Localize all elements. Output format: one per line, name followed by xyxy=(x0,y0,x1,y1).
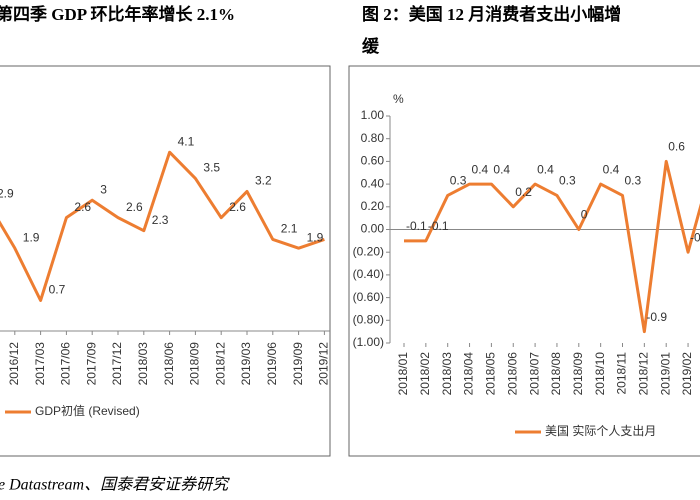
data-label: -0.2 xyxy=(690,230,700,244)
x-tick-label: 2018/03 xyxy=(136,342,150,386)
x-tick-label: 2018/02 xyxy=(418,352,432,396)
data-label: 0 xyxy=(581,208,588,222)
x-tick-label: 2019/01 xyxy=(658,352,672,396)
data-label: 0.2 xyxy=(515,185,532,199)
x-tick-label: 2018/06 xyxy=(505,352,519,396)
x-tick-label: 2017/12 xyxy=(110,342,124,386)
x-tick-label: 2018/09 xyxy=(571,352,585,396)
data-label: 2.6 xyxy=(229,200,246,214)
left-chart: 2016/12 2017/03 2017/06 2017/09 2017/12 2018/… xyxy=(0,134,349,386)
x-tick-label: 2016/12 xyxy=(7,342,21,386)
data-label: 1.9 xyxy=(307,230,324,244)
data-label: 0.4 xyxy=(603,162,620,176)
y-tick-label: 0.20 xyxy=(361,199,385,213)
x-tick-label: 2019/12 xyxy=(317,342,331,386)
data-label: -0.9 xyxy=(646,310,667,324)
x-tick-label: 2018/03 xyxy=(440,352,454,396)
data-label: 3.5 xyxy=(203,161,220,175)
right-title: 缓 xyxy=(362,36,380,56)
x-tick-label: 2018/01 xyxy=(396,352,410,396)
data-label: 2.6 xyxy=(126,200,143,214)
x-tick-label: 2017/09 xyxy=(84,342,98,386)
source: e Datastream、国泰君安证券研究 xyxy=(0,476,230,494)
data-label: 0.3 xyxy=(450,174,467,188)
y-tick-label: 1.00 xyxy=(361,108,385,122)
x-tick-label: 2018/11 xyxy=(615,352,629,395)
x-tick-label: 2018/08 xyxy=(549,352,563,396)
data-label: 2.1 xyxy=(332,222,349,236)
data-label: 0.4 xyxy=(537,162,554,176)
right-frame xyxy=(348,65,700,457)
data-label: 2.6 xyxy=(74,200,91,214)
x-tick-label: 2017/03 xyxy=(33,342,47,386)
data-label: 3.2 xyxy=(255,174,272,188)
data-label: 2.9 xyxy=(0,187,14,201)
y-tick-label: (0.80) xyxy=(353,312,384,326)
y-tick-label: 0.60 xyxy=(361,154,385,168)
x-tick-label: 2019/06 xyxy=(265,342,279,386)
data-label: 0.3 xyxy=(625,174,642,188)
x-tick-label: 2018/07 xyxy=(527,352,541,396)
legend-label: 美国 实际个人支出月 xyxy=(545,423,656,438)
y-tick-label: (0.40) xyxy=(353,267,384,281)
data-label: 0.6 xyxy=(668,140,685,154)
x-tick-label: 2017/06 xyxy=(59,342,73,386)
data-label: 4.1 xyxy=(178,134,195,148)
x-tick-label: 2019/09 xyxy=(291,342,305,386)
data-label: -0.1 xyxy=(428,219,449,233)
y-tick-label: 0.80 xyxy=(361,131,385,145)
left-title: 第四季 GDP 环比年率增长 2.1% xyxy=(0,4,235,24)
data-label: 1.9 xyxy=(23,230,40,244)
x-tick-label: 2018/05 xyxy=(484,352,498,396)
x-tick-label: 2018/06 xyxy=(162,342,176,386)
right-title: 图 2：美国 12 月消费者支出小幅增 xyxy=(362,4,621,24)
x-tick-label: 2018/04 xyxy=(462,352,476,396)
data-label: 2.1 xyxy=(281,222,298,236)
y-axis-label: % xyxy=(393,92,404,106)
x-tick-label: 2019/02 xyxy=(680,352,694,396)
y-tick-label: (1.00) xyxy=(353,335,384,349)
right-chart: 1.000.800.600.400.200.00(0.20)(0.40)(0.6… xyxy=(353,108,700,395)
left-frame xyxy=(0,65,331,457)
data-label: 0.3 xyxy=(559,174,576,188)
data-label: -0.1 xyxy=(406,219,427,233)
series-line xyxy=(0,150,325,302)
x-tick-label: 2019/03 xyxy=(239,342,253,386)
x-tick-label: 2018/12 xyxy=(637,352,651,396)
data-label: 0.4 xyxy=(493,162,510,176)
data-label: 0.4 xyxy=(472,162,489,176)
series-line xyxy=(404,159,700,334)
y-tick-label: 0.40 xyxy=(361,176,385,190)
data-label: 0.7 xyxy=(49,283,66,297)
x-tick-label: 2018/10 xyxy=(593,352,607,396)
x-tick-label: 2018/12 xyxy=(213,342,227,386)
data-label: 2.3 xyxy=(152,213,169,227)
y-tick-label: 0.00 xyxy=(361,222,385,236)
y-tick-label: (0.60) xyxy=(353,290,384,304)
y-tick-label: (0.20) xyxy=(353,244,384,258)
x-tick-label: 2018/09 xyxy=(188,342,202,386)
legend-label: GDP初值 (Revised) xyxy=(35,403,140,418)
data-label: 3 xyxy=(100,182,107,196)
